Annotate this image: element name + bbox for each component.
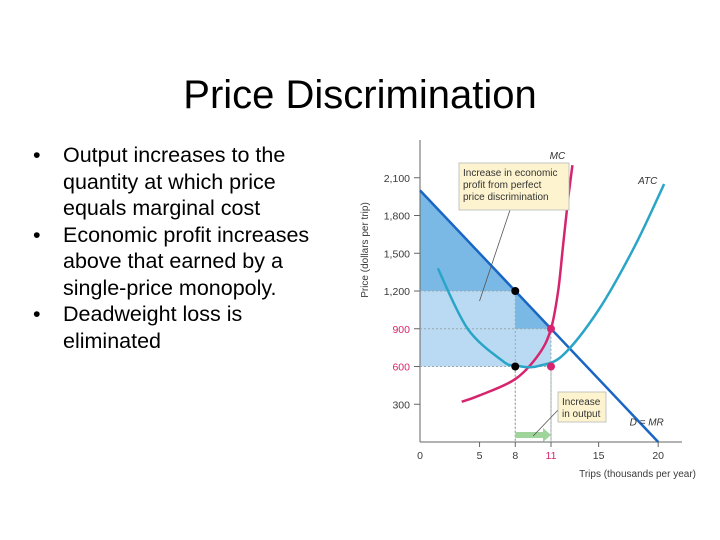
x-tick-label: 11 [546,450,557,462]
x-tick-label: 20 [652,450,664,462]
equilibrium-point [511,287,520,295]
output-increase-arrow [515,428,551,442]
equilibrium-point [511,362,520,371]
y-tick-label: 300 [392,399,410,411]
x-tick-label: 8 [512,450,518,462]
y-axis-label: Price (dollars per trip) [360,202,371,298]
y-tick-label: 900 [392,324,410,336]
equilibrium-point [547,362,555,371]
y-tick-label: 1,200 [384,286,410,298]
demand-curve [419,189,660,443]
annotation-box [557,391,607,423]
annotation-text: Increase [562,397,601,408]
annotation-box [458,162,570,211]
curve-label: D = MR [630,418,664,429]
x-axis-label: Trips (thousands per year) [579,469,696,480]
atc-curve [436,183,666,369]
slide-title: Price Discrimination [183,72,537,117]
bullet-item: Output increases to the quantity at whic… [28,142,328,222]
y-tick-label: 1,500 [384,248,410,260]
bullet-list: Output increases to the quantity at whic… [28,142,328,354]
bullet-item: Deadweight loss is eliminated [28,301,328,354]
bullet-item: Economic profit increases above that ear… [28,222,328,302]
annotation-leader [479,209,511,302]
x-tick-label: 0 [417,450,423,462]
profit-increase-region [420,190,551,329]
annotation-text: profit from perfect [463,180,542,191]
curve-label: MC [550,151,566,162]
y-tick-label: 2,100 [384,173,410,185]
equilibrium-point [547,324,555,333]
annotation-text: in output [562,409,601,420]
annotation-text: Increase in economic [463,168,558,179]
y-tick-label: 1,800 [384,211,410,223]
annotation-leader [532,409,559,437]
annotation-text: price discrimination [463,192,549,203]
x-tick-label: 15 [593,450,605,462]
curve-label: ATC [637,176,658,187]
x-tick-label: 5 [477,450,483,462]
y-tick-label: 600 [392,362,410,374]
